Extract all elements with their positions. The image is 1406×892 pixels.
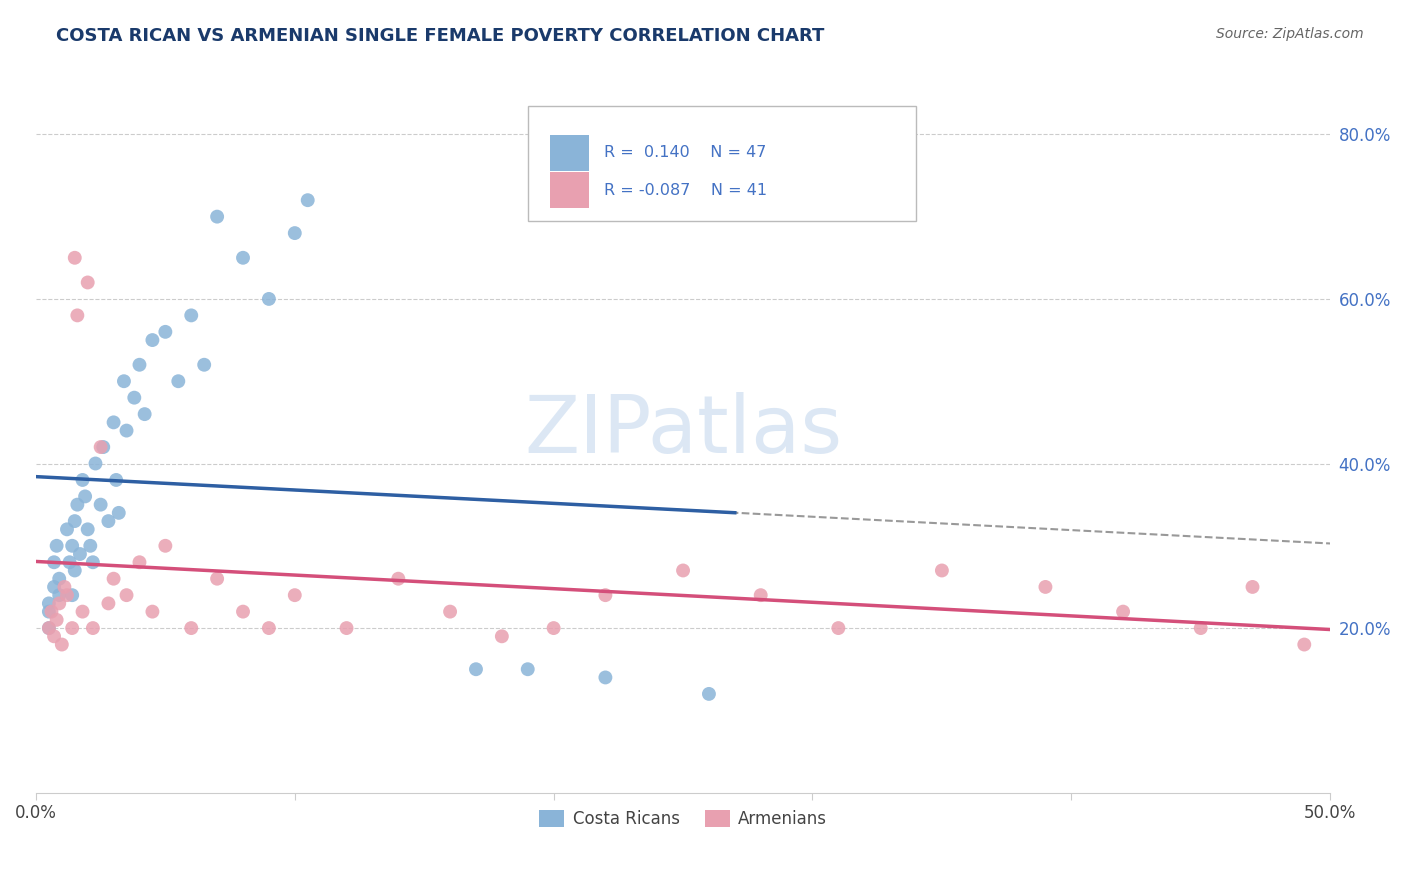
- Point: [257, 292, 280, 306]
- Point: [180, 621, 202, 635]
- Point: [42, 555, 65, 569]
- Point: [60, 588, 83, 602]
- Point: [232, 251, 254, 265]
- Point: [155, 325, 177, 339]
- Text: R =  0.140    N = 47: R = 0.140 N = 47: [605, 145, 766, 161]
- Point: [58, 555, 80, 569]
- Point: [75, 490, 97, 504]
- Point: [72, 473, 94, 487]
- Point: [56, 588, 79, 602]
- Point: [205, 572, 228, 586]
- Point: [69, 547, 91, 561]
- Point: [387, 572, 409, 586]
- Point: [51, 638, 73, 652]
- Point: [107, 506, 129, 520]
- Point: [63, 514, 86, 528]
- Point: [491, 629, 513, 643]
- Point: [257, 621, 280, 635]
- Point: [141, 605, 163, 619]
- Point: [63, 251, 86, 265]
- Point: [60, 539, 83, 553]
- Point: [41, 605, 63, 619]
- Point: [115, 424, 138, 438]
- Point: [128, 555, 150, 569]
- Point: [76, 522, 98, 536]
- Point: [128, 358, 150, 372]
- Point: [84, 457, 107, 471]
- Point: [48, 572, 70, 586]
- Point: [42, 580, 65, 594]
- Point: [90, 498, 112, 512]
- Point: [1294, 638, 1316, 652]
- Point: [63, 564, 86, 578]
- Legend: Costa Ricans, Armenians: Costa Ricans, Armenians: [533, 804, 834, 835]
- Text: COSTA RICAN VS ARMENIAN SINGLE FEMALE POVERTY CORRELATION CHART: COSTA RICAN VS ARMENIAN SINGLE FEMALE PO…: [56, 27, 824, 45]
- Point: [45, 613, 67, 627]
- Point: [38, 621, 60, 635]
- Point: [48, 588, 70, 602]
- Point: [103, 572, 125, 586]
- Text: Source: ZipAtlas.com: Source: ZipAtlas.com: [1216, 27, 1364, 41]
- Point: [91, 440, 114, 454]
- Point: [60, 621, 83, 635]
- Point: [284, 588, 307, 602]
- Point: [105, 473, 128, 487]
- Point: [134, 407, 156, 421]
- Point: [749, 588, 772, 602]
- Point: [516, 662, 538, 676]
- Point: [232, 605, 254, 619]
- Point: [155, 539, 177, 553]
- Point: [439, 605, 461, 619]
- Point: [124, 391, 146, 405]
- Point: [48, 596, 70, 610]
- Point: [193, 358, 215, 372]
- Point: [42, 629, 65, 643]
- Point: [38, 596, 60, 610]
- Point: [90, 440, 112, 454]
- Point: [115, 588, 138, 602]
- Point: [297, 193, 319, 207]
- Point: [141, 333, 163, 347]
- Point: [180, 309, 202, 323]
- Point: [465, 662, 488, 676]
- Point: [335, 621, 357, 635]
- Point: [66, 498, 89, 512]
- Point: [72, 605, 94, 619]
- Point: [595, 670, 617, 684]
- Point: [205, 210, 228, 224]
- Text: R = -0.087    N = 41: R = -0.087 N = 41: [605, 183, 768, 198]
- Point: [45, 539, 67, 553]
- Point: [1241, 580, 1264, 594]
- Point: [672, 564, 695, 578]
- Point: [97, 596, 120, 610]
- Point: [1112, 605, 1135, 619]
- Bar: [550, 172, 589, 208]
- Point: [79, 539, 101, 553]
- Point: [56, 522, 79, 536]
- Point: [112, 374, 135, 388]
- Point: [97, 514, 120, 528]
- Point: [38, 621, 60, 635]
- Point: [1035, 580, 1057, 594]
- Point: [827, 621, 849, 635]
- Point: [931, 564, 953, 578]
- Point: [66, 309, 89, 323]
- Point: [543, 621, 565, 635]
- Point: [595, 588, 617, 602]
- Bar: [550, 135, 589, 170]
- Point: [1189, 621, 1212, 635]
- Point: [76, 276, 98, 290]
- Point: [53, 580, 76, 594]
- Point: [167, 374, 190, 388]
- Point: [103, 415, 125, 429]
- Point: [284, 226, 307, 240]
- Point: [82, 555, 104, 569]
- Point: [38, 605, 60, 619]
- FancyBboxPatch shape: [527, 106, 917, 220]
- Point: [82, 621, 104, 635]
- Text: ZIPatlas: ZIPatlas: [524, 392, 842, 469]
- Point: [697, 687, 720, 701]
